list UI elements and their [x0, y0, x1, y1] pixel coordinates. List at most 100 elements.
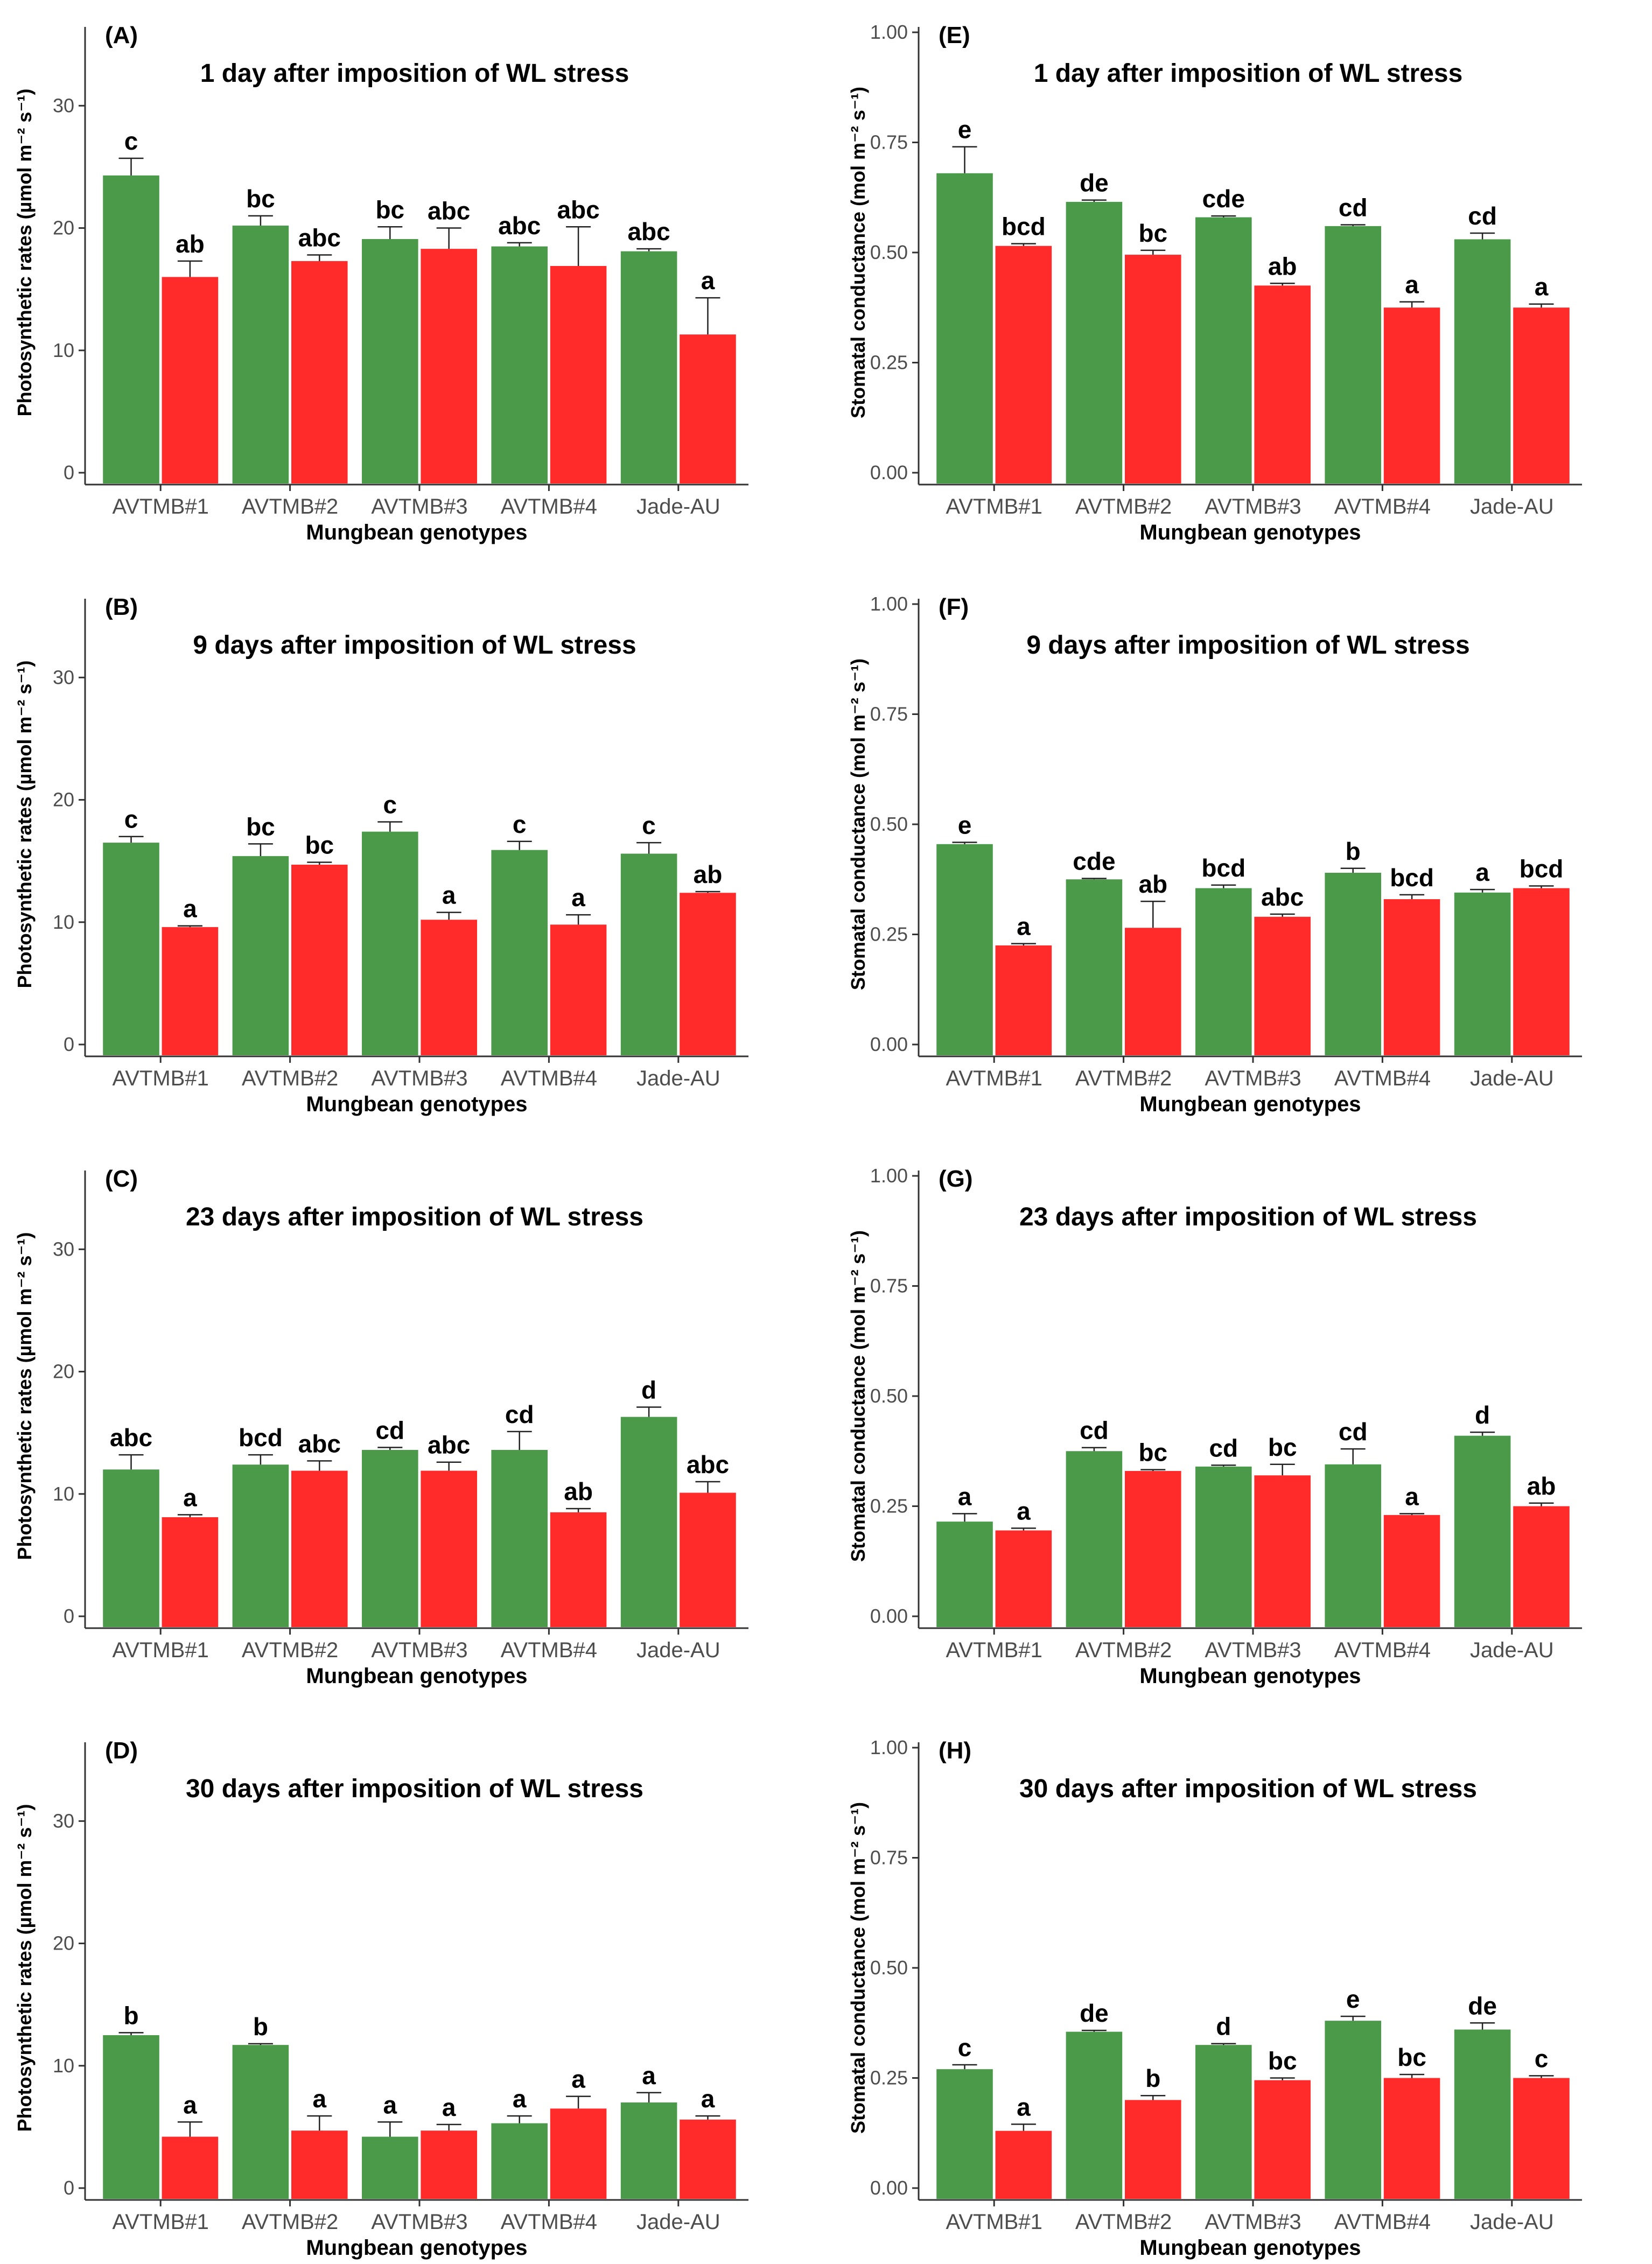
y-tick-label: 30 — [53, 1810, 74, 1832]
category-label: Jade-AU — [636, 2210, 720, 2234]
category-label: AVTMB#1 — [113, 495, 209, 518]
category-label: AVTMB#4 — [1334, 495, 1431, 518]
chart-panel-G: 0.00 0.25 0.50 0.75 1.00 Stomatal conductance… — [847, 1165, 1582, 1688]
significance-label: c — [383, 790, 397, 818]
bar-stress — [1125, 928, 1181, 1055]
bar-stress — [1125, 1471, 1181, 1627]
significance-label: cd — [1080, 1417, 1109, 1445]
significance-label: c — [958, 2034, 972, 2062]
significance-label: a — [571, 2065, 585, 2093]
bar-control — [491, 2123, 548, 2199]
significance-label: b — [123, 2001, 138, 2029]
x-axis-label: Mungbean genotypes — [306, 1092, 527, 1116]
category-label: AVTMB#3 — [371, 495, 467, 518]
bar-stress — [421, 249, 477, 483]
significance-label: c — [513, 810, 527, 838]
bar-stress — [550, 2108, 607, 2199]
chart-panel-D: 0 10 20 30 Photosynthetic rates (µmol m⁻² s⁻… — [13, 1737, 748, 2260]
bar-control — [103, 843, 159, 1055]
significance-label: a — [1475, 858, 1489, 886]
significance-label: ab — [1268, 252, 1297, 280]
y-tick-label: 0 — [64, 461, 74, 483]
bar-control — [936, 2069, 993, 2199]
category-label: AVTMB#2 — [1075, 495, 1172, 518]
significance-label: e — [1346, 1985, 1360, 2013]
y-tick-label: 10 — [53, 911, 74, 933]
y-tick-label: 1.00 — [870, 21, 908, 43]
bar-control — [620, 853, 677, 1055]
y-axis-label: Photosynthetic rates (µmol m⁻² s⁻¹) — [13, 89, 36, 417]
y-tick-label: 0.25 — [870, 2067, 908, 2089]
significance-label: bc — [246, 185, 275, 213]
significance-label: bc — [1138, 219, 1167, 247]
y-tick-label: 0 — [64, 1605, 74, 1627]
y-tick-label: 0 — [64, 1033, 74, 1055]
bar-control — [103, 1469, 159, 1627]
y-axis-label: Stomatal conductance (mol m⁻² s⁻¹) — [847, 658, 869, 990]
category-label: Jade-AU — [636, 495, 720, 518]
bar-control — [1195, 217, 1252, 483]
category-label: Jade-AU — [1470, 1067, 1554, 1090]
y-tick-label: 0.25 — [870, 923, 908, 945]
bar-stress — [1125, 255, 1181, 483]
category-label: AVTMB#3 — [371, 2210, 467, 2234]
significance-label: a — [701, 267, 715, 295]
significance-label: abc — [557, 195, 599, 223]
bar-stress — [291, 261, 348, 483]
bar-stress — [995, 1530, 1052, 1627]
significance-label: abc — [1261, 883, 1304, 911]
significance-label: a — [642, 2062, 656, 2090]
significance-label: a — [1535, 273, 1549, 301]
significance-label: de — [1468, 1992, 1497, 2020]
bar-stress — [1513, 307, 1570, 483]
bar-stress — [291, 864, 348, 1055]
category-label: Jade-AU — [1470, 2210, 1554, 2234]
bar-control — [1195, 2045, 1252, 2199]
bar-stress — [550, 1512, 607, 1627]
x-axis-label: Mungbean genotypes — [306, 2236, 527, 2260]
bar-control — [1195, 1466, 1252, 1627]
y-tick-label: 1.00 — [870, 593, 908, 615]
significance-label: ab — [694, 860, 723, 888]
significance-label: e — [958, 116, 972, 144]
panel-letter: (B) — [105, 594, 138, 620]
bar-stress — [995, 246, 1052, 483]
bar-stress — [1254, 2080, 1311, 2199]
panel-letter: (E) — [939, 22, 970, 48]
bar-stress — [162, 2136, 219, 2199]
significance-label: bc — [1138, 1439, 1167, 1467]
bar-stress — [1513, 2078, 1570, 2199]
y-tick-label: 10 — [53, 1483, 74, 1505]
bar-control — [1454, 2029, 1511, 2199]
significance-label: bc — [305, 831, 334, 859]
significance-label: ab — [176, 230, 205, 258]
bar-control — [362, 1449, 418, 1627]
chart-panel-B: 0 10 20 30 Photosynthetic rates (µmol m⁻² s⁻… — [13, 594, 748, 1116]
bar-stress — [550, 265, 607, 483]
bar-control — [1066, 2031, 1123, 2199]
significance-label: bcd — [239, 1424, 283, 1452]
category-label: AVTMB#3 — [1205, 495, 1301, 518]
significance-label: bcd — [1201, 854, 1245, 882]
significance-label: bcd — [1390, 864, 1434, 892]
bar-stress — [162, 1517, 219, 1627]
bar-stress — [162, 277, 219, 483]
category-label: AVTMB#3 — [1205, 1067, 1301, 1090]
bar-control — [232, 2045, 289, 2199]
bar-control — [103, 2035, 159, 2199]
significance-label: cd — [1468, 202, 1497, 230]
bar-stress — [1513, 888, 1570, 1055]
significance-label: c — [124, 805, 138, 833]
significance-label: b — [253, 2013, 268, 2041]
panel-letter: (C) — [105, 1166, 138, 1192]
panel-letter: (D) — [105, 1737, 138, 1764]
significance-label: abc — [298, 1429, 341, 1457]
bar-stress — [421, 1470, 477, 1627]
significance-label: a — [312, 2085, 326, 2113]
category-label: AVTMB#2 — [1075, 2210, 1172, 2234]
panel-title: 1 day after imposition of WL stress — [200, 59, 629, 88]
bar-control — [620, 1417, 677, 1627]
bar-stress — [1125, 2100, 1181, 2199]
bar-stress — [291, 2130, 348, 2199]
